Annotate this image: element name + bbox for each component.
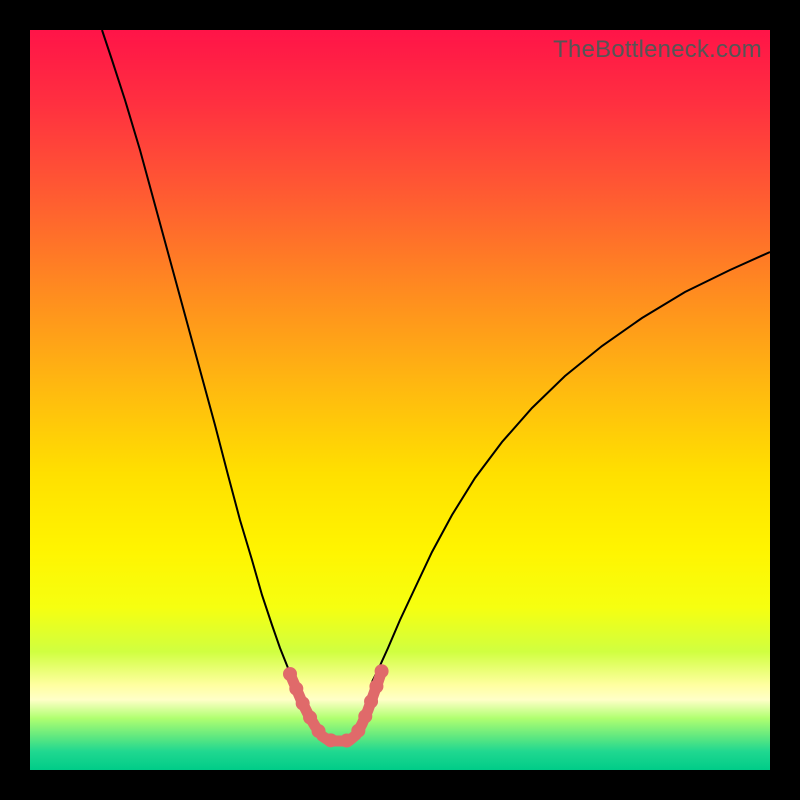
curve-layer	[30, 30, 770, 770]
chart-frame: TheBottleneck.com	[0, 0, 800, 800]
valley-highlight	[290, 670, 382, 741]
curve-right	[372, 252, 770, 682]
plot-area: TheBottleneck.com	[30, 30, 770, 770]
curve-left	[102, 30, 294, 682]
watermark-text: TheBottleneck.com	[553, 36, 762, 64]
